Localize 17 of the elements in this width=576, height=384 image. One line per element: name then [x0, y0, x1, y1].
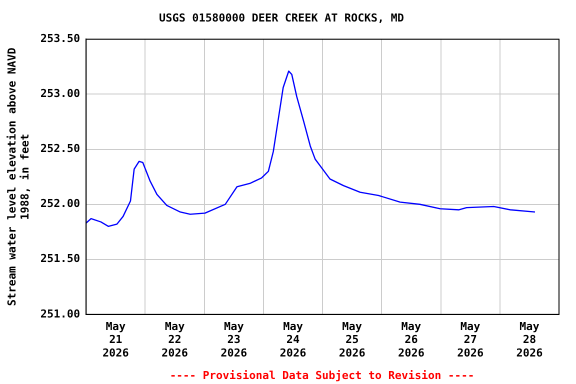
x-tick-label: May 21 2026: [102, 320, 130, 360]
x-tick-label: May 27 2026: [457, 320, 484, 360]
y-axis-title: Stream water level elevation above NAVD 1988, in feet: [5, 47, 32, 306]
text: ---- Provisional Data Subject to Revision ----: [170, 369, 474, 382]
chart-title: USGS 01580000 DEER CREEK AT ROCKS, MD: [158, 11, 404, 24]
x-tick-label: May 26 2026: [398, 320, 425, 360]
x-tick-label: May 22 2026: [162, 320, 188, 360]
y-tick-label: 252.00: [40, 197, 80, 210]
y-tick-label: 251.00: [40, 307, 80, 320]
y-tick-label: 253.50: [40, 32, 80, 46]
x-tick-label: May 25 2026: [338, 320, 366, 360]
y-tick-label: 252.50: [40, 142, 80, 156]
x-tick-label: May 28 2026: [516, 320, 544, 360]
x-tick-label: May 23 2026: [220, 320, 248, 360]
y-tick-label: 251.50: [40, 252, 80, 266]
x-tick-label: May 24 2026: [280, 320, 307, 360]
y-tick-label: 253.00: [40, 87, 80, 100]
